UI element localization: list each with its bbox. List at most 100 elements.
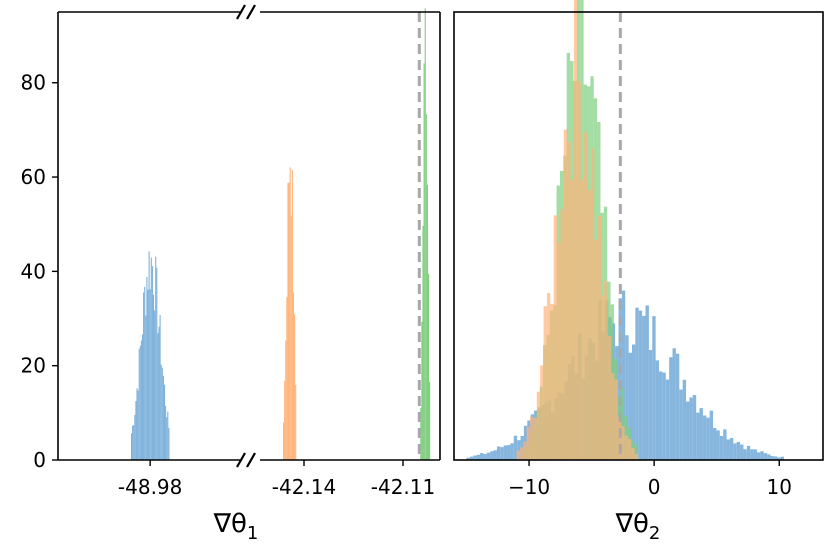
left-bar-blue [167,411,169,460]
right-bar-blue [777,457,781,460]
right-bar-blue [740,444,744,460]
right-bar-orange [523,441,527,460]
left-bar-blue [154,310,156,460]
left-x-ticks: -48.98 -42.14 -42.11 [118,460,435,499]
left-bar-green [421,321,423,460]
left-bar-blue [138,348,140,460]
right-bar-blue [517,440,521,460]
left-bar-blue [166,417,168,460]
right-bar-blue [659,371,663,460]
right-bar-blue [689,397,693,460]
right-bar-blue [706,417,710,460]
right-bar-blue [507,444,511,460]
y-tick-label: 40 [21,259,46,283]
left-bar-blue [165,405,167,460]
right-bar-blue [473,455,477,460]
left-bar-blue [158,326,160,460]
right-bar-blue [696,412,700,460]
left-bar-orange [290,215,292,460]
left-x-axis-label: ∇θ1 [213,509,259,544]
y-tick-label: 0 [33,448,46,472]
left-x-tick-label: -42.14 [272,475,336,499]
right-bar-blue [760,451,764,460]
right-bar-blue [679,389,683,460]
axis-break-mark-1-0 [236,452,246,468]
right-bar-blue [632,344,636,460]
axis-break-mark-0-0 [236,4,246,20]
left-bar-orange [292,292,295,460]
right-bar-blue [486,452,491,460]
right-bar-blue [756,452,761,460]
right-bar-orange [634,453,639,460]
right-x-axis-label: ∇θ2 [615,509,661,544]
left-histogram-panel: 0 20 40 60 80 -48.98 -42.14 -42.11 ∇θ1 [21,4,441,544]
right-x-tick-label: 0 [648,475,661,499]
left-bar-blue [150,257,152,460]
left-histogram-bars [130,8,431,461]
right-bar-orange [597,215,601,460]
right-bar-orange [516,450,520,460]
right-bar-blue [513,435,518,460]
left-bar-blue [157,333,159,460]
y-tick-label: 20 [21,354,46,378]
right-x-tick-label: −10 [508,475,550,499]
right-bar-blue [466,457,470,460]
right-bar-blue [669,357,673,460]
right-bar-blue [719,435,724,460]
left-bar-blue [133,425,135,460]
right-bar-blue [692,394,697,460]
right-bar-blue [773,456,778,460]
right-bar-blue [753,449,757,460]
left-bar-blue [139,345,141,460]
left-bar-orange [285,340,287,460]
right-bar-blue [733,443,737,460]
left-bar-orange [291,169,293,460]
right-bar-orange [617,417,622,460]
right-bar-blue [726,439,730,460]
right-bar-blue [665,379,670,460]
right-bar-orange [600,295,605,460]
left-bar-orange [289,167,291,460]
right-bar-blue [716,430,720,460]
right-bar-blue [682,379,687,460]
right-bar-blue [618,298,622,460]
right-bar-orange [519,447,524,460]
right-bar-orange [530,416,534,460]
left-bar-green [429,381,431,460]
left-bar-green [424,8,426,461]
right-bar-orange [577,81,581,460]
right-bar-blue [480,453,484,460]
right-bar-orange [560,208,564,460]
right-bar-blue [686,401,690,460]
left-bar-orange [288,182,290,460]
left-bar-blue [147,289,149,460]
left-bar-blue [161,367,163,460]
left-bar-orange [295,384,297,460]
right-bar-orange [627,438,632,460]
left-bar-blue [145,315,147,460]
right-bar-blue [709,410,714,460]
right-bar-orange [533,418,537,460]
left-bar-green [423,63,425,461]
left-bar-orange [283,422,285,460]
left-bar-orange [287,182,289,460]
right-x-ticks: −10 0 10 [508,460,792,499]
y-tick-label: 60 [21,165,46,189]
left-bar-green [425,113,427,461]
left-bar-blue [152,294,155,460]
y-tick-label: 80 [21,71,46,95]
left-bar-blue [143,292,145,460]
right-bar-blue [767,454,771,460]
right-bar-blue [736,441,741,460]
left-x-tick-label: -48.98 [118,475,182,499]
right-bar-blue [750,449,754,460]
right-bar-green [620,387,625,460]
left-bar-orange [286,296,288,460]
right-bar-orange [587,190,591,460]
left-bar-orange [294,314,296,460]
right-x-tick-label: 10 [766,475,791,499]
left-bar-blue [168,427,170,460]
right-bar-orange [563,129,568,461]
right-bar-blue [628,352,632,460]
